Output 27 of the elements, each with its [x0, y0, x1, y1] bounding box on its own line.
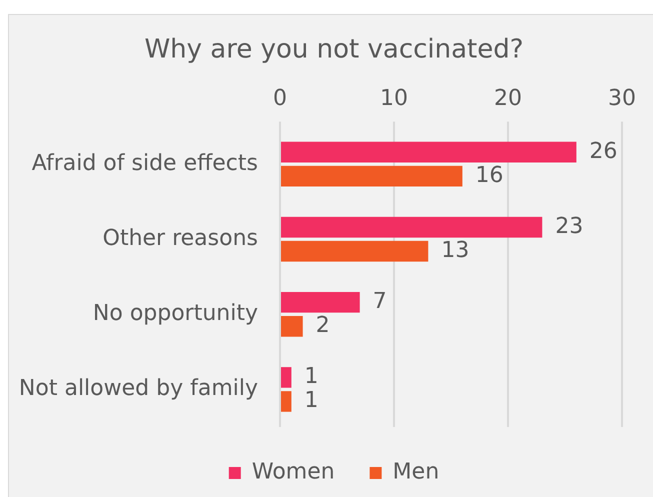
x-tick-label: 20	[494, 86, 522, 112]
data-label: 1	[304, 388, 318, 414]
bar	[281, 142, 576, 162]
bar	[281, 367, 292, 388]
bar	[281, 240, 428, 262]
y-tick-label: No opportunity	[92, 301, 258, 326]
x-tick-label: 0	[273, 86, 287, 112]
x-tick-label: 10	[380, 86, 408, 112]
data-label: 16	[475, 162, 504, 188]
data-label: 26	[589, 138, 618, 164]
bar	[281, 292, 360, 313]
legend-label: Men	[392, 460, 440, 485]
bar	[281, 391, 292, 412]
y-tick-label: Other reasons	[102, 226, 258, 251]
data-label: 2	[316, 313, 330, 338]
data-label: 7	[372, 289, 387, 314]
bar	[281, 166, 462, 186]
data-label: 13	[441, 238, 470, 263]
y-tick-label: Afraid of side effects	[32, 150, 258, 176]
data-label: 23	[555, 214, 584, 239]
legend-label: Women	[252, 460, 335, 485]
bar	[281, 216, 542, 238]
x-tick-label: 30	[608, 86, 636, 112]
bar	[281, 316, 303, 337]
y-tick-label: Not allowed by family	[18, 376, 258, 402]
data-label: 1	[304, 364, 318, 390]
chart-title: Why are you not vaccinated?	[144, 34, 524, 64]
